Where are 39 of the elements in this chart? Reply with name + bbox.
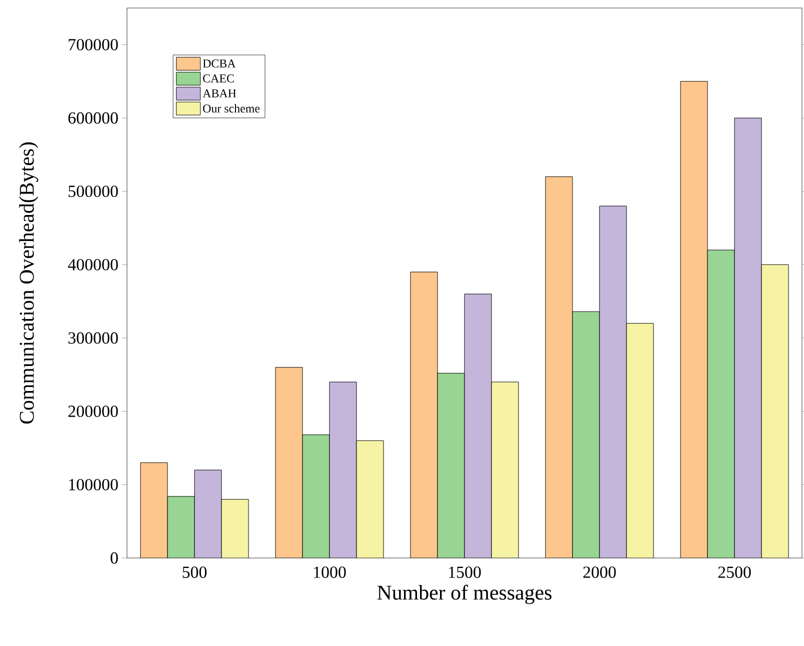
x-tick-label: 1500 <box>449 566 481 578</box>
bar <box>626 323 654 558</box>
y-tick-label: 100000 <box>69 478 118 490</box>
y-tick-label: 200000 <box>68 406 118 418</box>
y-tick-label: 300000 <box>68 332 118 344</box>
legend-label: Our scheme <box>203 104 260 113</box>
legend-label: ABAH <box>202 89 236 98</box>
y-tick-label: 500000 <box>68 186 118 198</box>
x-tick-label: 500 <box>182 566 207 578</box>
x-tick-label: 2500 <box>718 566 751 578</box>
bar <box>600 206 627 558</box>
legend-label: CAEC <box>203 74 234 82</box>
y-tick-label: 0 <box>110 552 118 564</box>
bar <box>276 367 302 558</box>
bar <box>761 264 789 558</box>
bar <box>464 294 492 558</box>
bar <box>546 176 573 558</box>
bar <box>356 440 384 558</box>
bar <box>222 499 248 558</box>
y-tick-label: 700000 <box>68 38 118 50</box>
y-axis-title: Communication Overhead(Bytes) <box>19 142 38 424</box>
bar <box>572 312 600 558</box>
x-tick-label: 1000 <box>314 566 346 578</box>
bar <box>410 272 438 558</box>
y-tick-label: 400000 <box>68 258 118 270</box>
bar <box>680 81 708 558</box>
bar <box>168 496 194 558</box>
x-tick-label: 2000 <box>583 566 616 578</box>
bar <box>140 462 168 558</box>
bar <box>194 470 222 558</box>
x-axis-title: Number of messages <box>377 584 552 604</box>
y-tick-label: 600000 <box>68 112 118 124</box>
bar <box>330 382 357 558</box>
bar <box>734 118 762 558</box>
bar <box>438 373 465 558</box>
legend-label: DCBA <box>202 59 236 68</box>
bar <box>707 250 735 558</box>
bar <box>492 382 519 558</box>
bar <box>302 434 330 558</box>
